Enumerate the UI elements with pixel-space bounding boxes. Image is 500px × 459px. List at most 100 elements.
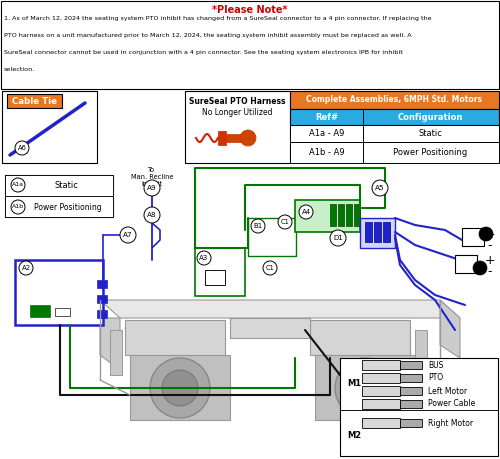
Circle shape xyxy=(278,215,292,229)
Bar xyxy=(415,330,427,375)
Bar xyxy=(455,255,477,273)
Text: Configuration: Configuration xyxy=(398,112,462,122)
Text: Cable Tie: Cable Tie xyxy=(12,96,57,106)
Circle shape xyxy=(251,219,265,233)
Bar xyxy=(295,200,360,232)
Bar xyxy=(290,125,499,142)
Polygon shape xyxy=(130,355,230,420)
Text: Right Motor: Right Motor xyxy=(428,419,473,427)
Circle shape xyxy=(197,251,211,265)
Text: A7: A7 xyxy=(123,232,133,238)
Bar xyxy=(362,399,400,409)
Text: A1b - A9: A1b - A9 xyxy=(309,148,345,157)
Circle shape xyxy=(263,261,277,275)
Text: A3: A3 xyxy=(200,255,208,261)
Bar xyxy=(400,419,422,427)
Text: C1: C1 xyxy=(266,265,274,271)
Circle shape xyxy=(15,141,29,155)
Circle shape xyxy=(144,180,160,196)
Bar xyxy=(365,222,372,242)
Bar xyxy=(310,320,410,355)
Bar xyxy=(97,280,107,288)
Bar xyxy=(400,400,422,408)
Bar xyxy=(55,308,70,316)
Text: BUS: BUS xyxy=(428,360,444,369)
Bar xyxy=(5,196,113,217)
Bar xyxy=(400,374,422,382)
Circle shape xyxy=(19,261,33,275)
Polygon shape xyxy=(440,300,460,358)
Text: Power Cable: Power Cable xyxy=(428,399,475,409)
Circle shape xyxy=(162,370,198,406)
Text: A9: A9 xyxy=(147,185,157,191)
Bar xyxy=(400,387,422,395)
Bar xyxy=(125,320,225,355)
Text: SureSeal connector cannot be used in conjunction with a 4 pin connector. See the: SureSeal connector cannot be used in con… xyxy=(4,50,403,55)
Text: C1: C1 xyxy=(280,219,289,225)
Text: A5: A5 xyxy=(375,185,385,191)
Bar xyxy=(1,1,499,89)
Text: +: + xyxy=(484,228,496,241)
Text: A8: A8 xyxy=(147,212,157,218)
Bar xyxy=(362,360,400,370)
Bar xyxy=(30,305,50,317)
Text: PTO harness on a unit manufactured prior to March 12, 2024, the seating system i: PTO harness on a unit manufactured prior… xyxy=(4,33,412,38)
Bar xyxy=(383,222,390,242)
Text: PTO: PTO xyxy=(428,374,443,382)
Text: Static: Static xyxy=(418,129,442,138)
Bar xyxy=(5,175,113,196)
Bar xyxy=(354,204,360,226)
Polygon shape xyxy=(100,318,120,370)
Text: Power Positioning: Power Positioning xyxy=(393,148,467,157)
Circle shape xyxy=(372,180,388,196)
Text: M1: M1 xyxy=(347,380,361,388)
Bar xyxy=(362,386,400,396)
Text: Static: Static xyxy=(54,180,78,190)
Circle shape xyxy=(240,130,256,146)
Text: A4: A4 xyxy=(302,209,310,215)
Text: Complete Assemblies, 6MPH Std. Motors: Complete Assemblies, 6MPH Std. Motors xyxy=(306,95,482,105)
Text: A1b: A1b xyxy=(12,205,24,209)
Text: *Please Note*: *Please Note* xyxy=(212,5,288,15)
Bar xyxy=(340,358,498,456)
Circle shape xyxy=(330,230,346,246)
Text: +: + xyxy=(484,253,496,267)
Bar xyxy=(218,131,226,145)
Text: B1: B1 xyxy=(254,223,262,229)
Bar xyxy=(97,310,107,318)
Text: Power Positioning: Power Positioning xyxy=(34,202,102,212)
Bar xyxy=(205,270,225,285)
Bar xyxy=(110,330,122,375)
Text: 1. As of March 12, 2024 the seating system PTO inhibit has changed from a SureSe: 1. As of March 12, 2024 the seating syst… xyxy=(4,16,432,21)
Text: D1: D1 xyxy=(333,235,343,241)
Circle shape xyxy=(150,358,210,418)
Text: A1a: A1a xyxy=(12,183,24,187)
Bar xyxy=(290,109,499,125)
Circle shape xyxy=(11,178,25,192)
Bar xyxy=(346,204,352,226)
Bar xyxy=(195,248,245,296)
Text: A2: A2 xyxy=(22,265,30,271)
Circle shape xyxy=(473,261,487,275)
Bar xyxy=(226,134,252,142)
Text: -: - xyxy=(488,240,492,252)
Bar xyxy=(7,94,62,108)
Text: To
Man. Recline
Inhibit: To Man. Recline Inhibit xyxy=(131,167,174,187)
Circle shape xyxy=(11,200,25,214)
Bar xyxy=(97,295,107,303)
Text: A6: A6 xyxy=(18,145,26,151)
Bar xyxy=(330,204,336,226)
Bar xyxy=(290,91,499,109)
Bar xyxy=(338,204,344,226)
Bar xyxy=(374,222,381,242)
Circle shape xyxy=(335,358,395,418)
Circle shape xyxy=(479,227,493,241)
Text: A1a - A9: A1a - A9 xyxy=(310,129,344,138)
Circle shape xyxy=(299,205,313,219)
Text: Left Motor: Left Motor xyxy=(428,386,467,396)
Text: -: - xyxy=(488,265,492,279)
Text: M2: M2 xyxy=(347,431,361,440)
Text: SureSeal PTO Harness: SureSeal PTO Harness xyxy=(189,97,285,106)
Polygon shape xyxy=(100,300,460,318)
Circle shape xyxy=(347,370,383,406)
